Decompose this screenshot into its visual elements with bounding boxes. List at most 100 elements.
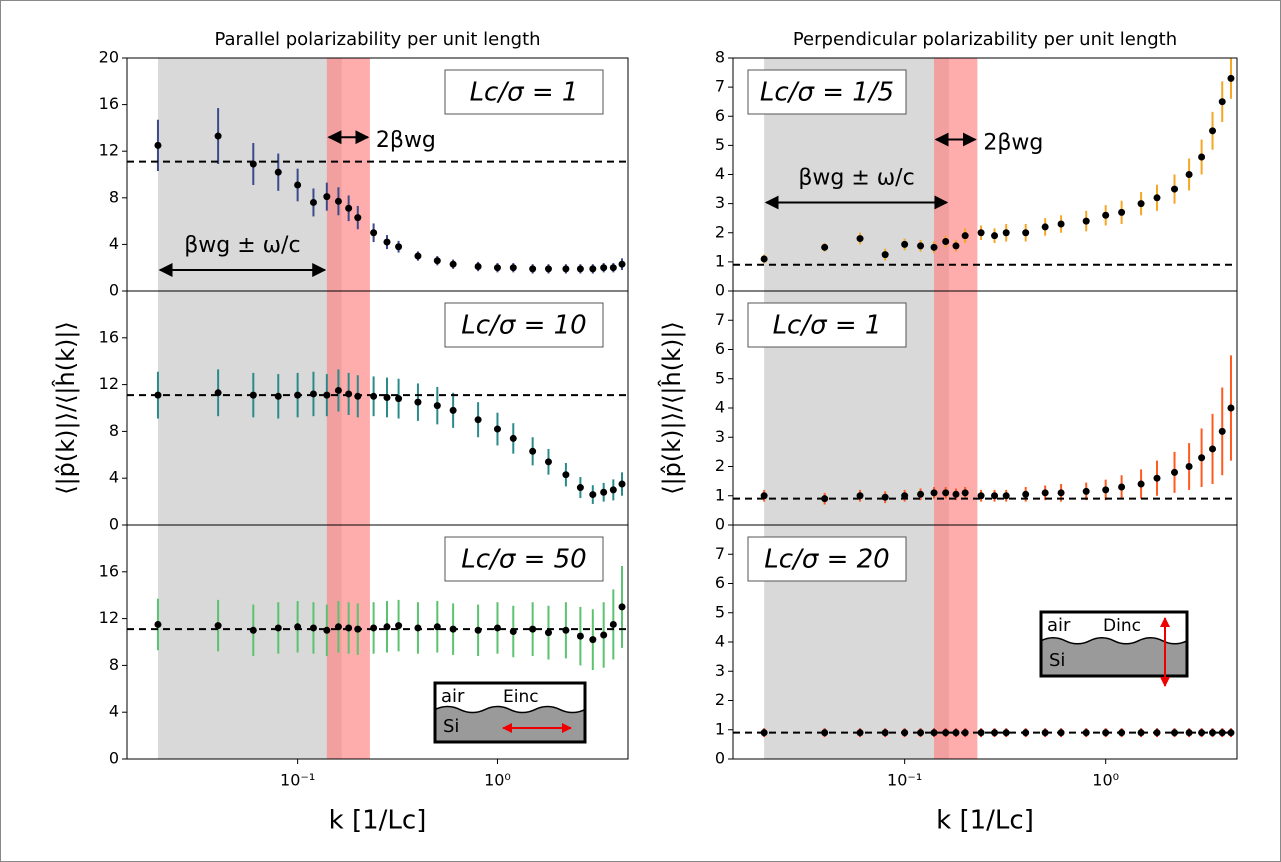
- y-tick-label: 1: [715, 251, 725, 270]
- inset-field: Dinc: [1103, 616, 1141, 636]
- y-tick-label: 20: [99, 48, 119, 67]
- point: [1185, 171, 1193, 178]
- point: [1041, 223, 1049, 231]
- annotation: Lc/σ = 50: [461, 545, 586, 575]
- point: [414, 398, 422, 406]
- y-tick-label: 1: [715, 719, 725, 738]
- point: [901, 240, 909, 248]
- point: [760, 492, 768, 500]
- point: [917, 729, 925, 737]
- point: [433, 257, 441, 265]
- point: [901, 492, 909, 500]
- point: [609, 264, 617, 272]
- note-label: 2βwg: [376, 128, 436, 153]
- point: [1041, 729, 1049, 737]
- point: [383, 393, 391, 401]
- point: [991, 232, 999, 240]
- point: [449, 625, 457, 633]
- point: [856, 235, 864, 243]
- point: [1118, 208, 1126, 216]
- point: [1082, 729, 1090, 737]
- point: [383, 238, 391, 246]
- band: [326, 58, 370, 291]
- point: [249, 160, 257, 168]
- y-tick-label: 12: [99, 608, 119, 627]
- point: [600, 631, 608, 639]
- annotation-box: [747, 69, 907, 115]
- point: [1002, 492, 1010, 500]
- point: [1022, 490, 1030, 498]
- annotation: Lc/σ = 1/5: [760, 78, 894, 108]
- band: [157, 291, 342, 525]
- y-axis-label: ⟨|p̂(k)|⟩/⟨|ĥ(k)|⟩: [51, 321, 80, 495]
- point: [414, 252, 422, 260]
- annotation-box: [444, 536, 604, 582]
- point: [509, 627, 517, 635]
- point: [345, 624, 353, 632]
- y-tick-label: 2: [715, 222, 725, 241]
- point: [544, 265, 552, 273]
- y-tick-label: 8: [109, 187, 119, 206]
- point: [493, 624, 501, 632]
- point: [562, 471, 570, 479]
- y-tick-label: 16: [99, 327, 119, 346]
- point: [509, 434, 517, 442]
- point: [1218, 98, 1226, 106]
- y-tick-label: 4: [109, 234, 119, 253]
- point: [214, 132, 222, 140]
- inset-si: Si: [443, 716, 459, 737]
- band: [157, 525, 342, 759]
- axes-frame: [126, 524, 629, 760]
- y-tick-label: 2: [715, 456, 725, 475]
- point: [449, 406, 457, 414]
- inset-air: air: [1047, 615, 1071, 636]
- point: [856, 729, 864, 737]
- point: [1153, 194, 1161, 202]
- panel-title: Perpendicular polarizability per unit le…: [793, 29, 1177, 50]
- point: [618, 260, 626, 268]
- y-tick-label: 8: [109, 655, 119, 674]
- point: [942, 489, 950, 497]
- point: [1185, 729, 1193, 737]
- y-tick-label: 16: [99, 94, 119, 113]
- y-tick-label: 4: [715, 164, 725, 183]
- point: [1137, 480, 1145, 488]
- point: [1227, 74, 1235, 82]
- point: [576, 632, 584, 640]
- point: [881, 729, 889, 737]
- point: [323, 193, 331, 201]
- point: [449, 260, 457, 268]
- point: [1082, 217, 1090, 225]
- point: [395, 622, 403, 630]
- point: [821, 243, 829, 251]
- point: [1057, 489, 1065, 497]
- point: [961, 729, 969, 737]
- point: [821, 729, 829, 737]
- point: [600, 264, 608, 272]
- point: [821, 495, 829, 503]
- point: [1198, 729, 1206, 737]
- inset-border: [433, 681, 587, 744]
- point: [370, 624, 378, 632]
- point: [1118, 483, 1126, 491]
- point: [600, 488, 608, 496]
- point: [1082, 487, 1090, 495]
- point: [881, 251, 889, 259]
- y-tick-label: 3: [715, 661, 725, 680]
- point: [309, 624, 317, 632]
- point: [544, 458, 552, 466]
- point: [952, 729, 960, 737]
- y-tick-label: 5: [715, 602, 725, 621]
- y-tick-label: 12: [99, 141, 119, 160]
- point: [901, 729, 909, 737]
- point: [917, 242, 925, 250]
- y-tick-label: 4: [715, 398, 725, 417]
- point: [1209, 729, 1217, 737]
- band: [934, 291, 978, 525]
- point: [1209, 445, 1217, 453]
- note-label: βwg ± ω/c: [184, 233, 300, 258]
- y-axis-label: ⟨|p̂(k)|⟩/⟨|ĥ(k)|⟩: [657, 321, 686, 495]
- point: [1153, 474, 1161, 482]
- point: [154, 141, 162, 149]
